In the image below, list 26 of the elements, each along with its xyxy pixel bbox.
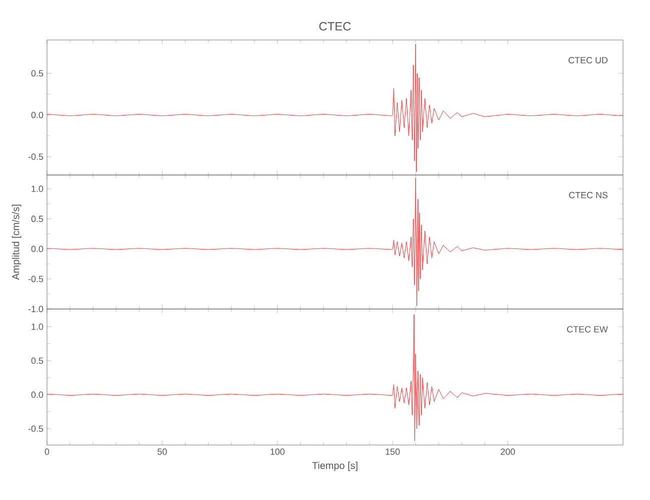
y-tick-label: -1.0 — [28, 306, 44, 312]
x-tick-label: 50 — [158, 448, 167, 455]
x-axis-title: Tiempo [s] — [312, 462, 358, 471]
y-tick-label: 1.0 — [32, 324, 44, 330]
line-series — [47, 178, 624, 306]
x-tick-label: 200 — [500, 448, 515, 455]
x-tick-label: 0 — [44, 448, 50, 455]
chart-title: CTEC — [319, 22, 351, 30]
y-tick-label: -0.5 — [28, 426, 44, 432]
line-series — [47, 314, 624, 442]
y-tick-label: 0.0 — [31, 246, 44, 252]
annotation: CTEC UD — [568, 57, 608, 64]
y-tick-label: 0.0 — [31, 392, 44, 398]
y-tick-label: 0.0 — [31, 112, 44, 118]
y-tick-label: 0.5 — [31, 358, 44, 364]
y-tick-label: -0.5 — [28, 153, 44, 160]
line-series — [47, 44, 624, 172]
y-tick-label: 0.5 — [31, 216, 44, 222]
x-tick-label: 150 — [386, 448, 400, 455]
annotation: CTEC NS — [569, 192, 608, 198]
y-axis-title: Amplitud [cm/s/s] — [12, 204, 22, 280]
y-tick-label: 1.0 — [32, 186, 44, 192]
annotation: CTEC EW — [567, 326, 608, 332]
y-tick-label: 0.5 — [31, 70, 44, 77]
x-tick-label: 100 — [270, 448, 285, 455]
y-tick-label: -0.5 — [28, 276, 44, 282]
